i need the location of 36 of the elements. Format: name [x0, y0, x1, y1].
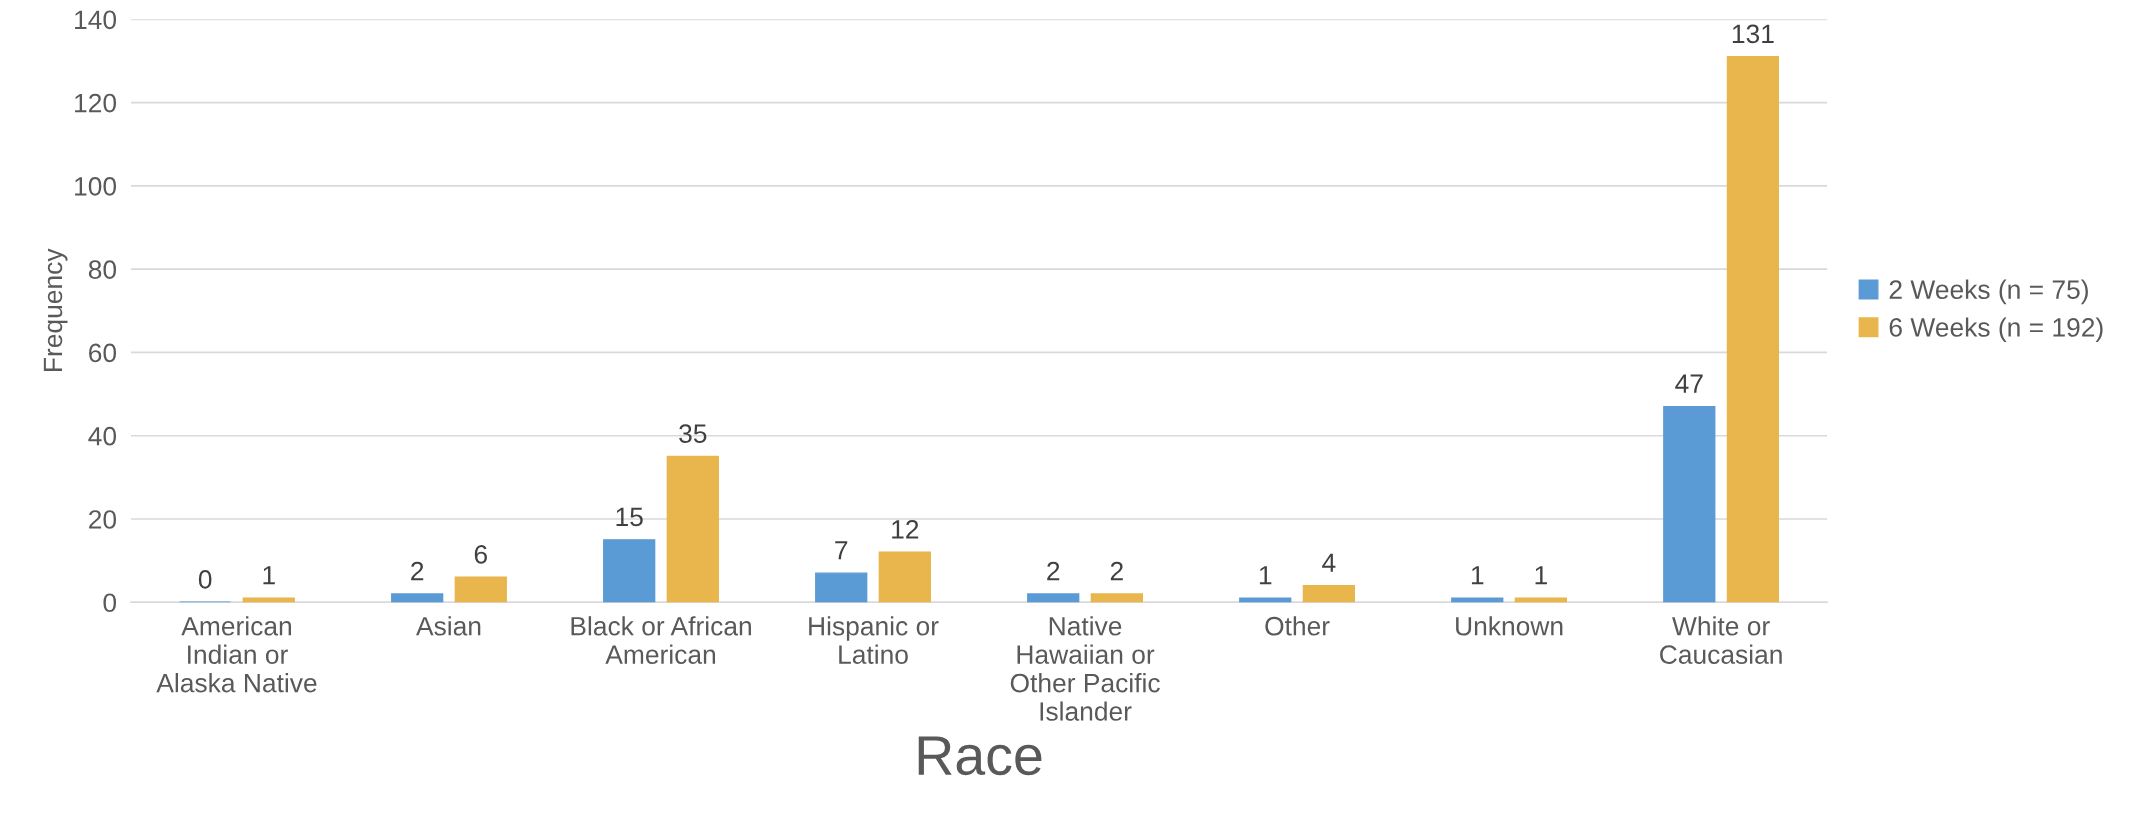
- data-label: 47: [1675, 374, 1703, 393]
- y-tick-label: 20: [89, 510, 117, 529]
- data-label: 1: [263, 566, 275, 585]
- y-tick-label: 60: [89, 343, 117, 363]
- data-label: 2: [1047, 561, 1060, 581]
- x-tick-label: Unknown: [1456, 616, 1563, 636]
- y-tick-label: 0: [103, 593, 117, 613]
- data-label: 4: [1322, 553, 1336, 572]
- data-label: 131: [1732, 24, 1774, 44]
- legend-label: 2 Weeks (n = 75): [1889, 279, 2088, 305]
- data-label: 1: [1259, 566, 1272, 585]
- data-label: 1: [1535, 566, 1547, 585]
- data-label: 12: [892, 520, 919, 539]
- data-label: 7: [835, 541, 848, 560]
- x-tick-label: White or Caucasian: [1660, 616, 1782, 664]
- data-label: 6: [474, 545, 487, 564]
- data-label: 0: [198, 570, 212, 589]
- data-label: 1: [1471, 566, 1484, 585]
- x-tick-label: Hispanic or Latino: [809, 616, 939, 664]
- x-tick-label: Black or African American: [571, 616, 751, 664]
- y-tick-label: 120: [75, 93, 117, 113]
- y-tick-label: 100: [75, 177, 117, 196]
- x-tick-label: Other: [1265, 616, 1330, 636]
- x-tick-label: Asian: [416, 616, 481, 636]
- x-axis-title: Race: [918, 736, 1042, 776]
- x-tick-label: Native Hawaiian or Other Pacific Islander: [1010, 616, 1160, 721]
- y-axis-title: Frequency: [43, 248, 68, 371]
- data-label: 2: [411, 561, 424, 581]
- data-label: 15: [616, 507, 643, 527]
- legend-label: 6 Weeks (n = 192): [1889, 317, 2103, 342]
- data-label: 2: [1110, 561, 1123, 581]
- y-tick-label: 140: [75, 10, 117, 30]
- y-tick-label: 40: [88, 426, 117, 446]
- y-tick-label: 80: [88, 260, 117, 279]
- x-tick-label: American Indian or Alaska Native: [156, 616, 317, 693]
- data-label: 35: [679, 424, 707, 443]
